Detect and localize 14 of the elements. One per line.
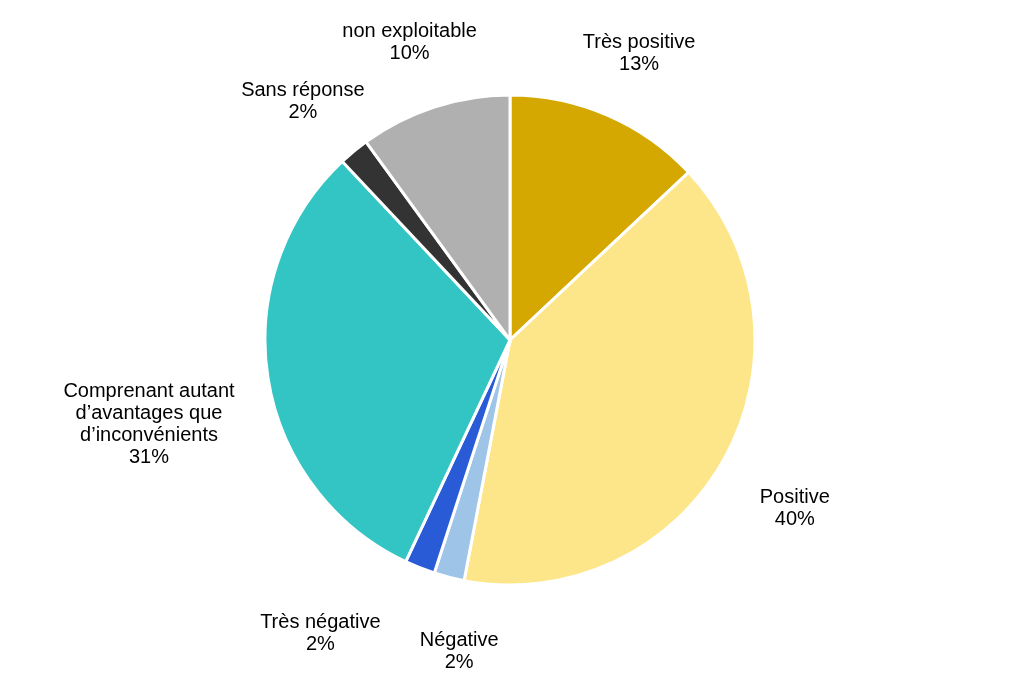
slice-label: Comprenant autant d’avantages que d’inconvénients xyxy=(63,378,236,445)
data-label: 13% xyxy=(619,51,660,74)
slice-label: Sans réponse xyxy=(241,77,365,100)
data-label: 2% xyxy=(288,99,318,122)
data-label: 31% xyxy=(128,444,170,467)
data-label: 40% xyxy=(774,506,816,529)
data-label: 2% xyxy=(305,632,336,655)
slice-label: Très négative xyxy=(260,610,381,633)
data-label: 10% xyxy=(389,40,430,63)
slice-label: non exploitable xyxy=(342,18,477,41)
slice-label: Très positive xyxy=(582,29,696,52)
slice-label: Négative xyxy=(419,627,499,650)
slice-label: Positive xyxy=(759,484,830,507)
data-label: 2% xyxy=(444,649,474,672)
